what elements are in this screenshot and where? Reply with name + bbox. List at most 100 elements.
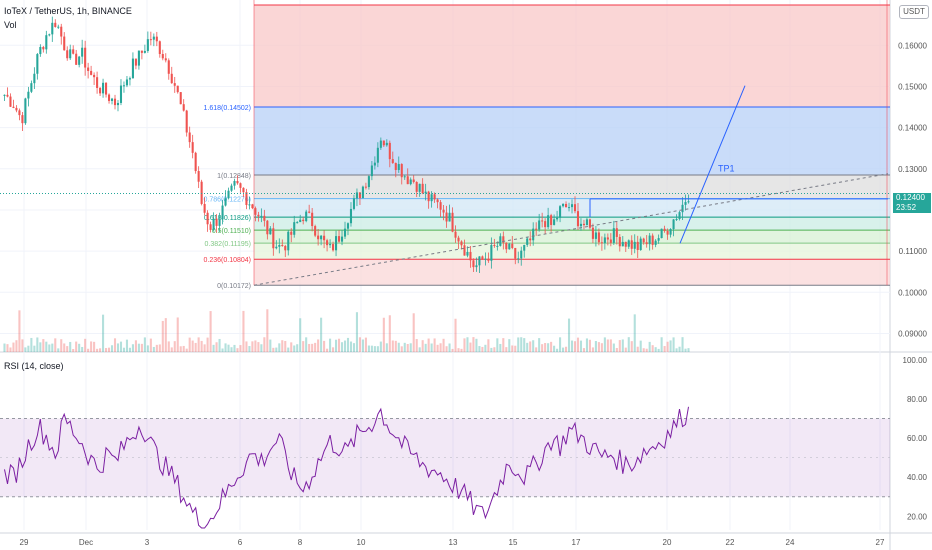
volume-bar	[672, 337, 675, 352]
candle-body	[33, 73, 36, 84]
candle-body	[21, 115, 24, 124]
candle-body	[203, 203, 206, 213]
volume-bar	[630, 341, 633, 352]
candle-body	[358, 192, 361, 199]
price-tick-label: 0.09000	[898, 329, 927, 338]
candle-body	[654, 240, 657, 245]
volume-bar	[582, 348, 586, 352]
volume-bar	[597, 342, 600, 352]
candle-body	[323, 235, 326, 241]
candle-body	[260, 215, 263, 217]
candle-body	[594, 232, 597, 239]
volume-bar	[257, 342, 260, 352]
volume-bar	[107, 347, 111, 352]
candle-body	[266, 220, 269, 235]
volume-bar	[332, 347, 335, 352]
volume-bar	[215, 342, 218, 352]
candle-body	[597, 232, 600, 243]
volume-bar	[642, 348, 645, 352]
volume-bar	[433, 338, 436, 352]
candle-body	[245, 192, 248, 206]
candle-body	[320, 235, 323, 240]
volume-bar	[564, 346, 568, 352]
volume-bar	[645, 348, 648, 352]
volume-bar	[6, 344, 9, 352]
candle-body	[287, 231, 290, 251]
candle-body	[517, 258, 520, 260]
candle-body	[57, 26, 60, 28]
volume-bar	[84, 338, 87, 352]
candle-body	[340, 236, 344, 242]
candle-body	[60, 26, 63, 37]
volume-bar	[15, 340, 18, 352]
x-tick-label: 20	[663, 538, 672, 547]
volume-bar	[93, 341, 96, 352]
currency-badge[interactable]: USDT	[899, 5, 929, 19]
volume-bar	[618, 340, 621, 352]
volume-bar	[529, 341, 532, 352]
candle-body	[349, 208, 353, 224]
volume-bar	[505, 347, 508, 352]
x-tick-label: 15	[509, 538, 518, 547]
volume-bar	[9, 347, 12, 352]
rsi-line	[4, 406, 689, 529]
volume-bar	[212, 344, 215, 352]
candle-body	[39, 46, 42, 55]
volume-bar	[385, 343, 388, 352]
candle-body	[167, 60, 170, 74]
candle-body	[424, 191, 427, 194]
candle-body	[496, 245, 499, 247]
volume-bar	[143, 337, 146, 352]
volume-bar	[30, 337, 33, 352]
candle-body	[329, 244, 332, 246]
volume-bar	[320, 317, 323, 352]
candle-body	[415, 181, 418, 192]
volume-bar	[251, 341, 254, 352]
volume-indicator-label[interactable]: Vol	[4, 20, 17, 30]
volume-bar	[122, 347, 126, 352]
symbol-title[interactable]: IoTeX / TetherUS, 1h, BINANCE	[4, 6, 132, 16]
volume-bar	[472, 337, 475, 352]
volume-bar	[591, 347, 594, 352]
volume-bar	[621, 339, 624, 352]
volume-bar	[609, 339, 612, 352]
candle-body	[523, 244, 526, 251]
candle-body	[308, 211, 311, 213]
volume-bar	[293, 345, 296, 352]
candle-body	[418, 183, 421, 192]
volume-bar	[63, 343, 66, 352]
candle-body	[209, 224, 212, 230]
candle-body	[72, 49, 75, 54]
volume-bar	[550, 341, 553, 352]
volume-bar	[236, 348, 239, 352]
rsi-indicator-label[interactable]: RSI (14, close)	[4, 361, 64, 371]
candle-body	[639, 238, 642, 250]
candle-body	[107, 94, 111, 101]
candle-body	[155, 36, 158, 42]
volume-bar	[666, 341, 669, 352]
volume-bar	[373, 346, 376, 352]
candle-body	[663, 228, 666, 232]
volume-bar	[603, 337, 606, 352]
volume-bar	[45, 341, 48, 352]
volume-bar	[394, 340, 397, 352]
candle-body	[346, 223, 350, 229]
x-tick-label: 29	[20, 538, 29, 547]
volume-bar	[317, 339, 320, 352]
candle-body	[472, 260, 475, 268]
fib-level-label: 0.382(0.11195)	[205, 241, 251, 248]
candle-body	[684, 202, 687, 205]
volume-bar	[87, 348, 90, 352]
candle-body	[66, 50, 69, 59]
price-tick-label: 0.15000	[898, 82, 927, 91]
volume-bar	[532, 340, 535, 352]
candle-body	[603, 237, 606, 244]
volume-bar	[478, 346, 481, 352]
candle-body	[636, 241, 639, 250]
volume-bar	[427, 338, 430, 352]
volume-bar	[203, 344, 206, 352]
volume-bar	[600, 343, 603, 352]
current-price-value: 0.12400	[896, 193, 925, 202]
candle-body	[514, 247, 517, 259]
volume-bar	[75, 341, 78, 352]
